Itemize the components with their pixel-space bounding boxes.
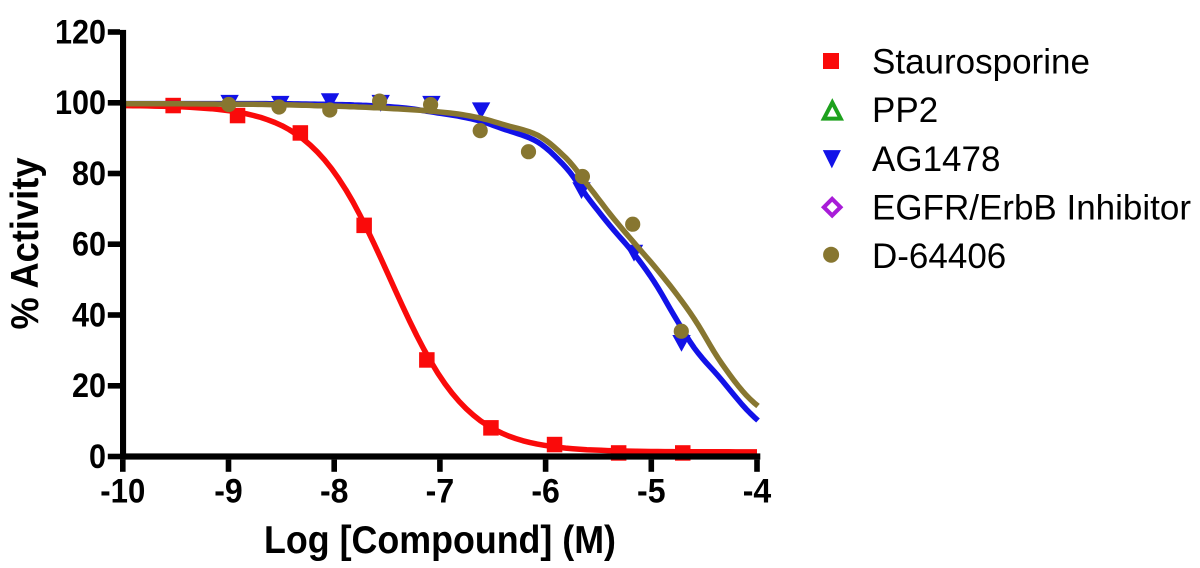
svg-text:40: 40 (72, 296, 106, 334)
svg-text:% Activity: % Activity (4, 157, 47, 330)
svg-text:-8: -8 (320, 473, 349, 511)
svg-text:120: 120 (55, 13, 106, 51)
svg-text:80: 80 (72, 155, 106, 193)
svg-text:0: 0 (89, 438, 106, 476)
svg-text:100: 100 (55, 84, 106, 122)
svg-text:-5: -5 (637, 473, 666, 511)
svg-text:PP2: PP2 (872, 91, 938, 130)
svg-text:-7: -7 (426, 473, 455, 511)
svg-text:D-64406: D-64406 (872, 237, 1006, 276)
svg-text:-9: -9 (214, 473, 243, 511)
svg-text:EGFR/ErbB Inhibitor: EGFR/ErbB Inhibitor (872, 188, 1191, 227)
svg-text:Staurosporine: Staurosporine (872, 43, 1090, 82)
svg-text:AG1478: AG1478 (872, 140, 1000, 179)
svg-text:-4: -4 (743, 473, 772, 511)
svg-text:60: 60 (72, 226, 106, 264)
svg-text:20: 20 (72, 367, 106, 405)
svg-text:-6: -6 (531, 473, 560, 511)
svg-text:Log [Compound] (M): Log [Compound] (M) (264, 519, 616, 562)
svg-text:-10: -10 (100, 473, 145, 511)
